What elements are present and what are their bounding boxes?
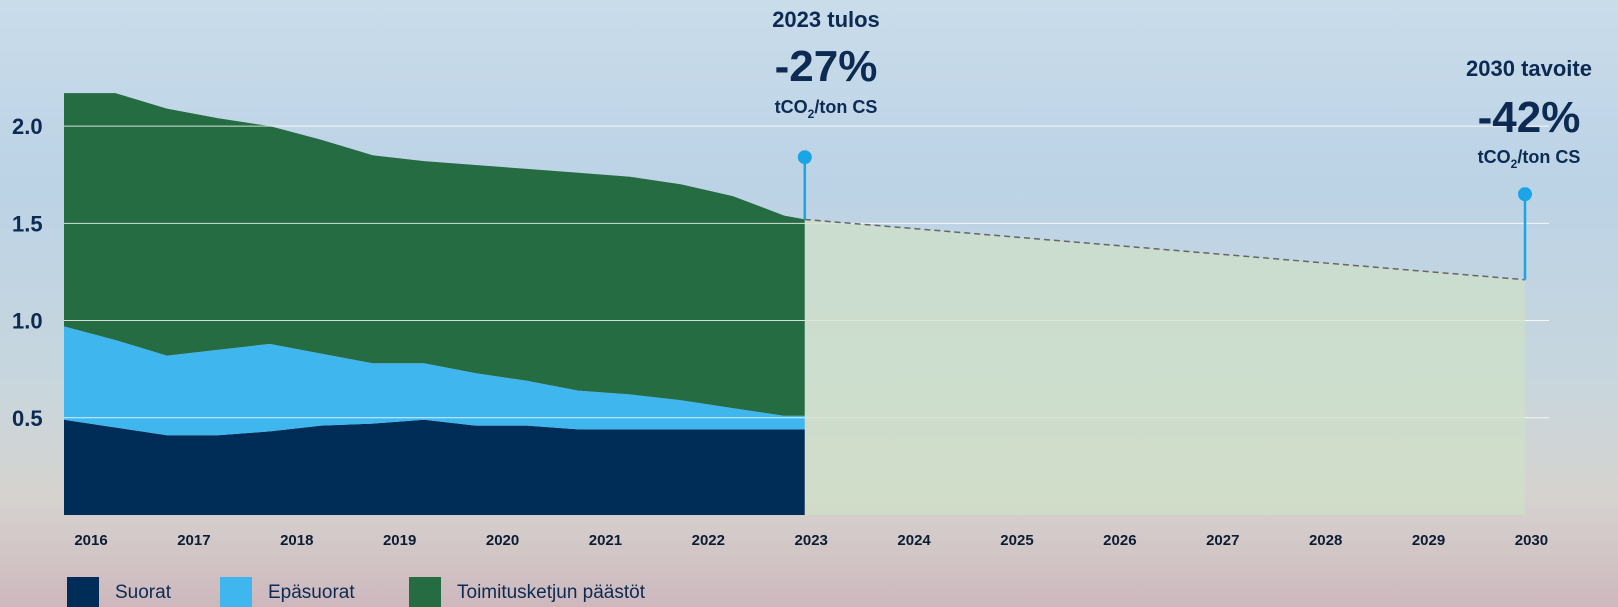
y-axis: 0.5 1.0 1.5 2.0 — [12, 114, 43, 431]
y-tick-label: 0.5 — [12, 406, 43, 431]
x-tick-label: 2019 — [383, 532, 416, 549]
x-axis: 2016 2017 2018 2019 2020 2021 2022 2023 2024 2025… — [74, 532, 1548, 549]
x-tick-label: 2028 — [1309, 532, 1342, 549]
markers — [797, 150, 1532, 280]
result-value: -27% — [775, 42, 878, 91]
x-tick-label: 2025 — [1000, 532, 1033, 549]
x-tick-label: 2020 — [486, 532, 519, 549]
marker-dot — [1518, 187, 1532, 202]
x-tick-label: 2030 — [1515, 532, 1548, 549]
result-heading: 2023 tulos — [772, 7, 880, 32]
forecast-trend-line — [804, 218, 1526, 281]
forecast-layer — [804, 218, 1526, 515]
x-tick-label: 2018 — [280, 532, 313, 549]
legend-swatch-supply-chain — [409, 577, 441, 607]
legend-label-supply-chain: Toimitusketjun päästöt — [457, 582, 645, 603]
x-tick-label: 2021 — [589, 532, 622, 549]
target-unit: tCO2/ton CS — [1478, 147, 1581, 171]
area-indirect — [64, 326, 805, 436]
legend-swatch-indirect — [220, 577, 252, 607]
legend-label-indirect: Epäsuorat — [268, 582, 355, 603]
x-tick-label: 2027 — [1206, 532, 1239, 549]
y-tick-label: 1.0 — [12, 309, 43, 334]
forecast-area — [804, 219, 1525, 515]
x-tick-label: 2016 — [74, 532, 107, 549]
x-tick-label: 2029 — [1412, 532, 1445, 549]
x-tick-label: 2026 — [1103, 532, 1136, 549]
target-annotation: 2030 tavoite -42% tCO2/ton CS — [1466, 56, 1592, 171]
y-tick-label: 1.5 — [12, 211, 43, 236]
area-supply-chain — [64, 93, 805, 416]
y-tick-label: 2.0 — [12, 114, 43, 139]
x-tick-label: 2023 — [795, 532, 828, 549]
legend-swatch-direct — [67, 577, 99, 607]
marker-dot — [797, 150, 812, 165]
x-tick-label: 2022 — [692, 532, 725, 549]
target-value: -42% — [1478, 93, 1581, 142]
result-annotation: 2023 tulos -27% tCO2/ton CS — [772, 7, 880, 121]
result-unit: tCO2/ton CS — [775, 97, 878, 121]
x-tick-label: 2017 — [177, 532, 210, 549]
area-direct — [64, 419, 805, 515]
plot-areas — [64, 93, 805, 515]
legend-label-direct: Suorat — [115, 582, 171, 603]
target-heading: 2030 tavoite — [1466, 56, 1592, 81]
x-tick-label: 2024 — [897, 532, 931, 549]
